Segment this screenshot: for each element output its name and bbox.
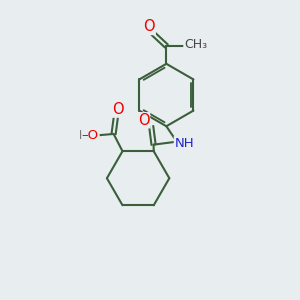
- Text: H: H: [78, 129, 88, 142]
- Text: O: O: [138, 113, 150, 128]
- Text: NH: NH: [174, 137, 194, 150]
- Text: CH₃: CH₃: [184, 38, 207, 51]
- Text: –O: –O: [82, 129, 99, 142]
- Text: O: O: [112, 102, 123, 117]
- Text: O: O: [144, 20, 155, 34]
